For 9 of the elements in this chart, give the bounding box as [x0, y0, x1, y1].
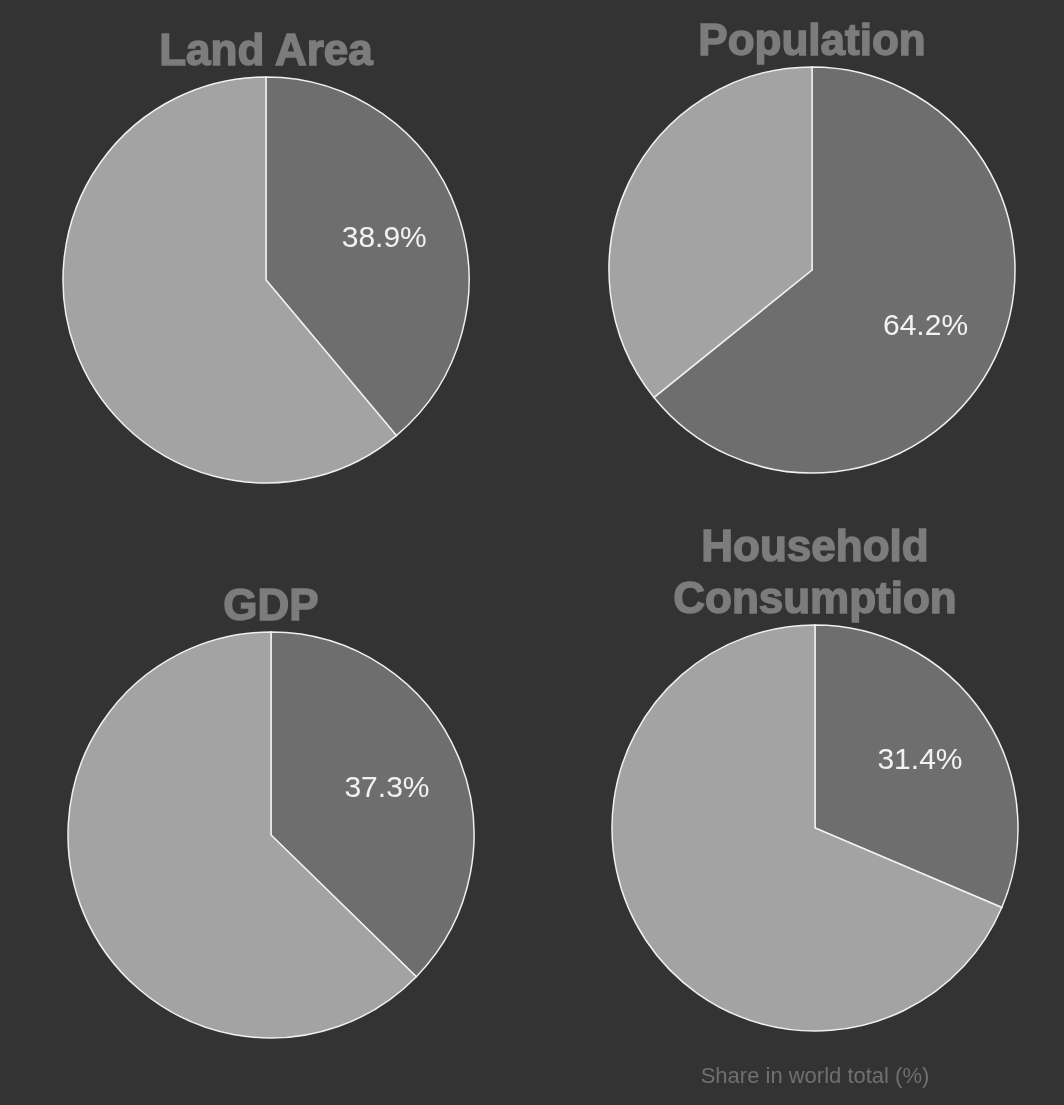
chart-title: Land Area [159, 25, 374, 74]
text: Share in world total (%) [700, 1063, 930, 1088]
data-label: 64.2% [883, 307, 969, 341]
data-label: 37.3% [344, 769, 430, 803]
chart-title: GDP [223, 580, 319, 629]
data-label: 38.9% [341, 220, 427, 254]
data-label: 31.4% [877, 742, 963, 776]
chart-title: Household Consumption [673, 521, 957, 622]
chart-title: Population [698, 15, 926, 64]
